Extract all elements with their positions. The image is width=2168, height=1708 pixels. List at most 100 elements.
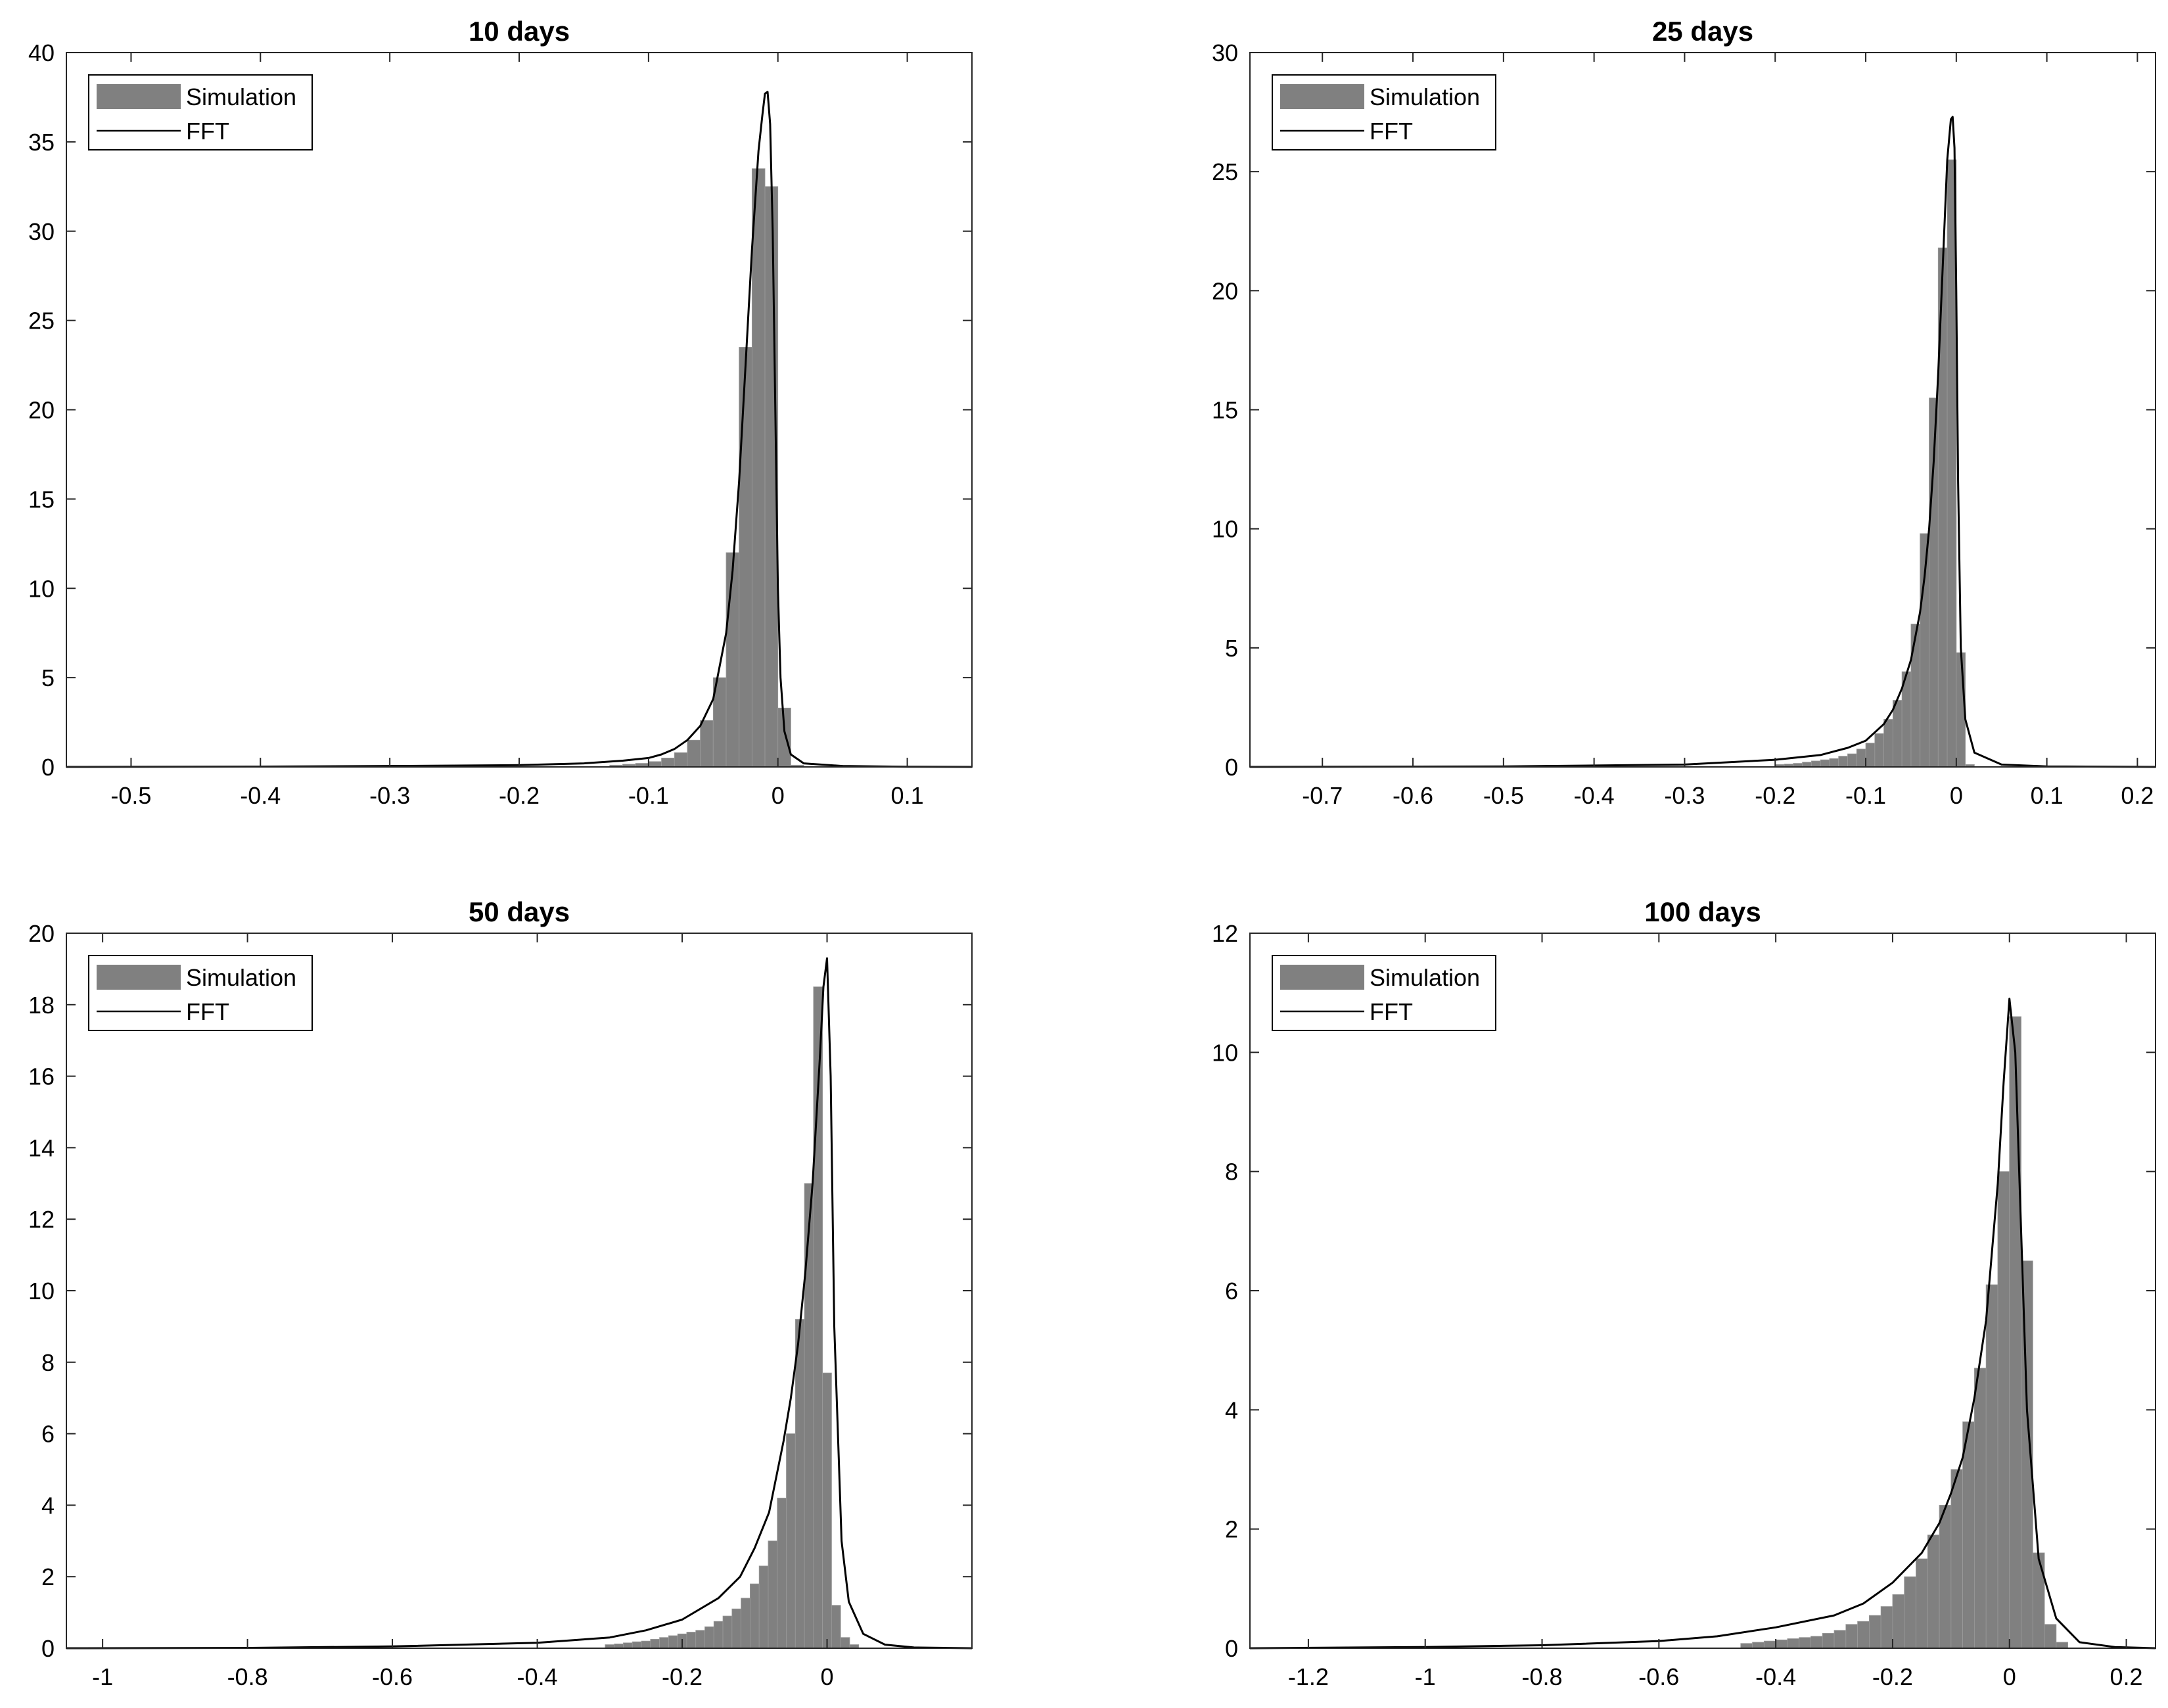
x-axis: -0.5 -0.4 -0.3 -0.2 -0.1 0 0.1 xyxy=(110,53,924,809)
y-axis: 0 2 4 6 8 10 12 xyxy=(1212,920,2156,1662)
x-tick-label: -0.8 xyxy=(1521,1663,1562,1690)
fft-curve xyxy=(1249,116,2156,768)
legend: Simulation FFT xyxy=(88,955,313,1031)
histogram-bar xyxy=(2056,1642,2069,1649)
histogram-bar xyxy=(1939,1504,1952,1649)
fft-curve xyxy=(1249,998,2156,1650)
y-axis: 0 5 10 15 20 25 30 xyxy=(1212,39,2156,781)
legend-label-simulation: Simulation xyxy=(1370,83,1480,110)
histogram-bar xyxy=(1865,743,1876,768)
y-tick-label: 2 xyxy=(1225,1516,1238,1543)
histogram-bar xyxy=(1829,758,1839,768)
histogram-bar xyxy=(1763,1640,1776,1649)
x-tick-label: -0.2 xyxy=(1755,782,1795,809)
histogram-bar xyxy=(1997,1171,2010,1649)
y-tick-label: 20 xyxy=(28,920,55,947)
histogram-bar xyxy=(831,1605,841,1649)
legend-label-simulation: Simulation xyxy=(186,964,296,991)
y-tick-label: 18 xyxy=(28,992,55,1019)
legend-label-fft: FFT xyxy=(1370,998,1413,1025)
legend: Simulation FFT xyxy=(1272,74,1496,150)
y-tick-label: 8 xyxy=(41,1349,55,1376)
x-tick-label: -1 xyxy=(92,1663,113,1690)
histogram-bar xyxy=(648,761,662,768)
panel-100-days: -1.2 -1 -0.8 -0.6 -0.4 -0.2 0 0.2 0 2 4 6 8 10 12 100… xyxy=(1212,896,2156,1690)
histogram-bar xyxy=(1985,1284,1998,1649)
x-tick-label: -0.5 xyxy=(110,782,151,809)
histogram-bar xyxy=(777,1498,787,1649)
x-axis: -0.7 -0.6 -0.5 -0.4 -0.3 -0.2 -0.1 0 0.1 0.2 xyxy=(1302,53,2154,809)
y-tick-label: 10 xyxy=(1212,516,1238,543)
histogram-bar xyxy=(1874,733,1885,768)
y-tick-label: 0 xyxy=(41,1635,55,1662)
x-tick-label: -0.1 xyxy=(628,782,669,809)
y-tick-label: 6 xyxy=(1225,1278,1238,1304)
histogram-bar xyxy=(1857,1621,1870,1649)
x-axis: -1.2 -1 -0.8 -0.6 -0.4 -0.2 0 0.2 xyxy=(1288,933,2143,1690)
x-tick-label: -0.6 xyxy=(1638,1663,1679,1690)
histogram-bar xyxy=(668,1635,678,1649)
x-tick-label: -0.4 xyxy=(240,782,281,809)
histogram-bar xyxy=(704,1626,714,1649)
y-tick-label: 35 xyxy=(28,129,55,156)
histogram-bar xyxy=(1834,1630,1847,1649)
histogram-bar xyxy=(1799,1637,1811,1649)
histogram-bar xyxy=(749,1583,760,1649)
histogram-bar xyxy=(731,1608,742,1649)
histogram-bar xyxy=(1916,1558,1928,1649)
y-tick-label: 4 xyxy=(1225,1396,1238,1423)
x-tick-label: -0.7 xyxy=(1302,782,1343,809)
histogram-bar xyxy=(840,1637,850,1649)
histogram-bar xyxy=(674,752,688,768)
y-tick-label: 0 xyxy=(1225,1635,1238,1662)
x-tick-label: -0.4 xyxy=(1755,1663,1796,1690)
panel-25-days: -0.7 -0.6 -0.5 -0.4 -0.3 -0.2 -0.1 0 0.1 0.2 0 5 10… xyxy=(1212,16,2156,809)
histogram-bar xyxy=(686,1632,697,1649)
histogram-bar xyxy=(1883,719,1893,768)
y-tick-label: 0 xyxy=(41,754,55,781)
y-tick-label: 15 xyxy=(28,486,55,513)
y-tick-label: 12 xyxy=(28,1206,55,1233)
legend-label-simulation: Simulation xyxy=(186,83,296,110)
histogram-bar xyxy=(632,1641,642,1649)
histogram-bar xyxy=(1868,1615,1881,1649)
histogram-bar xyxy=(804,1183,814,1649)
histogram-bar xyxy=(768,1540,778,1649)
histogram-bar xyxy=(2009,1016,2021,1649)
y-tick-label: 6 xyxy=(41,1421,55,1448)
x-tick-label: -0.2 xyxy=(499,782,540,809)
histogram-bar xyxy=(1787,1638,1800,1649)
legend-swatch-simulation xyxy=(97,965,181,990)
histogram-bar xyxy=(1927,1535,1940,1649)
x-tick-label: -0.4 xyxy=(517,1663,558,1690)
y-tick-label: 0 xyxy=(1225,754,1238,781)
y-tick-label: 10 xyxy=(28,575,55,602)
y-axis: 0 2 4 6 8 10 12 14 16 18 20 xyxy=(28,920,972,1662)
chart-title: 10 days xyxy=(469,16,570,47)
histogram-bar xyxy=(786,1433,796,1649)
x-tick-label: -0.5 xyxy=(1483,782,1524,809)
histogram-bar xyxy=(1802,762,1812,768)
x-tick-label: -0.3 xyxy=(369,782,410,809)
histogram-bar xyxy=(1973,1368,1987,1649)
histogram-bar xyxy=(713,1621,724,1649)
y-tick-label: 15 xyxy=(1212,397,1238,424)
histogram-bar xyxy=(1820,759,1830,768)
histogram-bar xyxy=(1740,1643,1753,1649)
legend: Simulation FFT xyxy=(1272,955,1496,1031)
y-tick-label: 25 xyxy=(28,308,55,335)
histogram-bar xyxy=(777,707,791,768)
histogram-bar xyxy=(2032,1552,2045,1649)
histogram-bar xyxy=(1811,1636,1823,1649)
histogram-bar xyxy=(650,1638,660,1649)
y-tick-label: 8 xyxy=(1225,1159,1238,1186)
fft-line xyxy=(66,91,973,768)
x-tick-label: -0.2 xyxy=(1872,1663,1913,1690)
x-tick-label: -0.2 xyxy=(662,1663,703,1690)
x-tick-label: -0.3 xyxy=(1664,782,1705,809)
histogram-bar xyxy=(726,552,740,768)
histogram-bar xyxy=(1950,1469,1964,1649)
x-tick-label: -0.6 xyxy=(372,1663,413,1690)
fft-line xyxy=(1249,116,2156,768)
